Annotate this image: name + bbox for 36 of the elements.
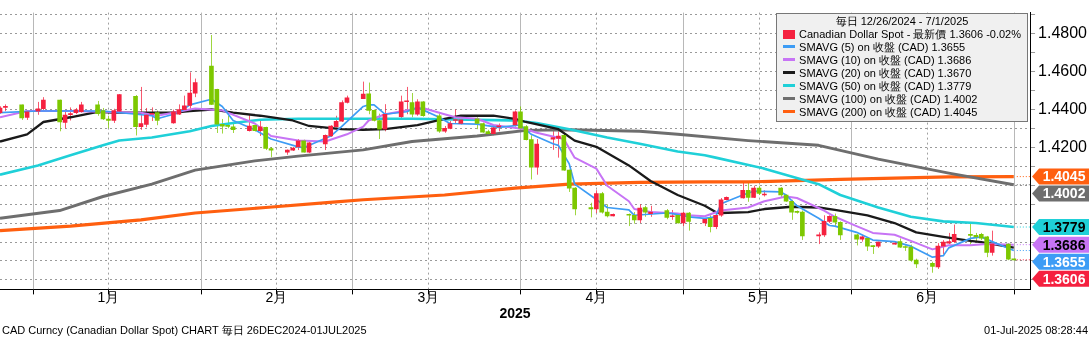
candlestick bbox=[594, 189, 599, 214]
x-tick-label: 3月 bbox=[417, 288, 440, 305]
legend-label: SMAVG (200) on 收盤 (CAD) 1.4045 bbox=[798, 105, 979, 119]
annotation: 1.4002 bbox=[1042, 185, 1086, 202]
candlestick bbox=[686, 211, 691, 232]
annotation: 1.4045 bbox=[1042, 168, 1086, 185]
annotation: 1.3655 bbox=[1042, 253, 1086, 270]
x-tick-label: 2月 bbox=[265, 288, 288, 305]
x-tick-label: 4月 bbox=[585, 288, 608, 305]
legend-label: SMAVG (5) on 收盤 (CAD) 1.3655 bbox=[798, 40, 967, 54]
candlestick bbox=[534, 138, 540, 176]
x-tick-label: 1月 bbox=[97, 288, 120, 305]
candlestick bbox=[409, 92, 415, 118]
x-tick-label: 6月 bbox=[916, 288, 938, 305]
candlestick bbox=[837, 220, 843, 241]
legend-label: Canadian Dollar Spot - 最新價 1.3606 -0.02% bbox=[798, 27, 1022, 41]
legend-label: SMAVG (100) on 收盤 (CAD) 1.4002 bbox=[798, 92, 979, 106]
candlestick bbox=[572, 186, 577, 216]
x-tick-label: 5月 bbox=[748, 288, 770, 305]
x-axis-title: 2025 bbox=[499, 305, 531, 322]
candlestick bbox=[57, 99, 62, 132]
legend-label: SMAVG (10) on 收盤 (CAD) 1.3686 bbox=[798, 53, 973, 67]
annotation: 1.3779 bbox=[1042, 218, 1086, 235]
text: 1.3606 bbox=[1042, 270, 1086, 287]
legend-title: 毎日 12/26/2024 - 7/1/2025 bbox=[834, 14, 970, 28]
annotation: 1.3686 bbox=[1042, 236, 1086, 253]
y-tick-label: 1.4400 bbox=[1038, 99, 1088, 117]
y-tick-label: 1.4600 bbox=[1038, 61, 1088, 79]
candlestick bbox=[599, 191, 605, 215]
y-tick-label: 1.4200 bbox=[1038, 137, 1088, 155]
candlestick bbox=[637, 203, 643, 224]
legend-label: SMAVG (50) on 收盤 (CAD) 1.3779 bbox=[798, 79, 973, 93]
y-tick-label: 1.4800 bbox=[1038, 23, 1088, 41]
text: 01-Jul-2025 08:28:44 bbox=[984, 323, 1088, 338]
legend-label: SMAVG (20) on 收盤 (CAD) 1.3670 bbox=[798, 66, 973, 80]
text: CAD Curncy (Canadian Dollar Spot) CHART 毎日 26DEC2024-01JUL2025 bbox=[2, 323, 367, 338]
